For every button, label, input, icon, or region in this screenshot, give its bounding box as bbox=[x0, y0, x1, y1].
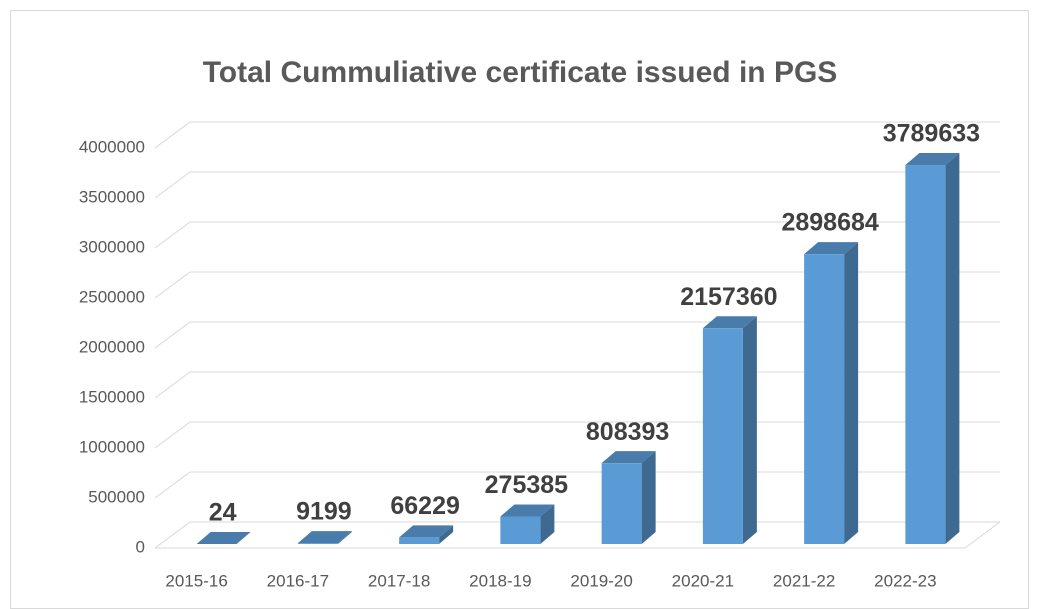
bar-side bbox=[540, 504, 555, 544]
bar bbox=[500, 516, 541, 544]
y-tick-label: 0 bbox=[136, 537, 145, 556]
bar-top bbox=[500, 504, 555, 517]
x-tick-label: 2021-22 bbox=[773, 571, 835, 590]
x-tick-label: 2017-18 bbox=[368, 571, 430, 590]
grid-line bbox=[154, 121, 1000, 149]
x-tick-label: 2020-21 bbox=[672, 571, 734, 590]
bar bbox=[702, 328, 743, 544]
bar-top bbox=[601, 451, 656, 464]
data-label: 808393 bbox=[586, 418, 669, 446]
bar bbox=[804, 254, 845, 545]
grid-line bbox=[154, 221, 1000, 249]
bar-top bbox=[804, 242, 859, 255]
floor-edge bbox=[155, 521, 1001, 549]
bar-side bbox=[439, 525, 454, 544]
x-tick-label: 2022-23 bbox=[874, 571, 936, 590]
bar-side bbox=[641, 451, 656, 544]
y-tick-label: 500000 bbox=[88, 487, 145, 506]
x-tick-label: 2015-16 bbox=[165, 571, 227, 590]
bar-top bbox=[399, 525, 454, 538]
x-tick-label: 2016-17 bbox=[267, 571, 329, 590]
bar-side bbox=[236, 531, 251, 544]
y-tick-label: 1000000 bbox=[79, 437, 145, 456]
data-label: 2157360 bbox=[680, 283, 777, 311]
bar-top bbox=[297, 531, 352, 544]
data-label: 275385 bbox=[485, 471, 569, 499]
bar-side bbox=[742, 316, 757, 544]
data-label: 24 bbox=[209, 499, 237, 527]
y-tick-label: 2000000 bbox=[79, 337, 145, 356]
bar-side bbox=[337, 531, 352, 544]
bar bbox=[905, 165, 946, 545]
data-label: 9199 bbox=[296, 498, 352, 526]
x-tick-label: 2018-19 bbox=[469, 571, 531, 590]
y-tick-label: 1500000 bbox=[79, 387, 145, 406]
bar bbox=[297, 543, 338, 544]
grid-line bbox=[154, 271, 1000, 299]
data-label: 66229 bbox=[390, 492, 460, 520]
bar-top bbox=[702, 316, 757, 329]
x-tick-label: 2019-20 bbox=[570, 571, 632, 590]
grid-line bbox=[154, 171, 1000, 199]
chart-title: Total Cummuliative certificate issued in… bbox=[203, 56, 838, 89]
bar-top bbox=[196, 531, 251, 544]
y-tick-label: 3500000 bbox=[79, 187, 145, 206]
bar-side bbox=[844, 242, 859, 545]
y-tick-label: 4000000 bbox=[79, 137, 145, 156]
data-label: 2898684 bbox=[781, 209, 878, 237]
bar bbox=[601, 463, 642, 544]
data-label: 3789633 bbox=[883, 120, 980, 148]
bar-top bbox=[905, 153, 960, 166]
y-tick-label: 3000000 bbox=[79, 237, 145, 256]
bar-side bbox=[945, 153, 960, 545]
bar bbox=[399, 537, 440, 544]
y-tick-label: 2500000 bbox=[79, 287, 145, 306]
